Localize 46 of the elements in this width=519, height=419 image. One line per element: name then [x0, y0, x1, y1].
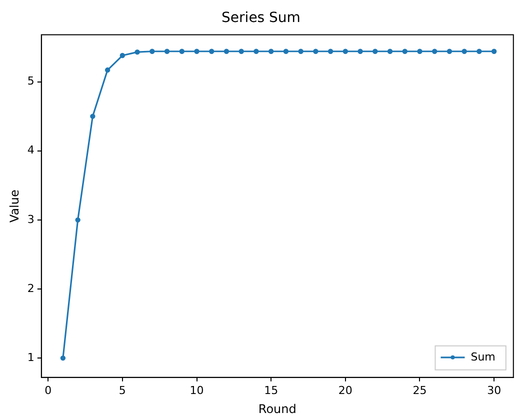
point [358, 48, 363, 54]
point [372, 48, 378, 54]
point [491, 48, 497, 54]
y-tick-label: 5 [27, 74, 34, 88]
y-tick-label: 4 [27, 144, 34, 157]
point [298, 48, 304, 54]
point [328, 48, 334, 54]
point [313, 48, 318, 54]
point [462, 48, 467, 54]
x-tick-label: 20 [338, 384, 352, 397]
point [417, 48, 422, 54]
x-tick-label: 30 [487, 384, 502, 397]
point [402, 48, 408, 54]
y-tick-label: 2 [27, 282, 34, 295]
point [164, 48, 170, 54]
point [134, 49, 140, 55]
point [104, 67, 110, 73]
x-tick-label: 10 [190, 384, 204, 397]
point [75, 217, 80, 223]
x-tick-label: 5 [118, 384, 126, 397]
y-tick-label: 3 [27, 212, 34, 226]
point [209, 48, 214, 54]
point [283, 48, 289, 54]
point [90, 114, 96, 119]
x-tick-label: 25 [412, 384, 427, 397]
point [120, 52, 126, 58]
point [150, 48, 155, 54]
x-tick-label: 15 [264, 384, 278, 397]
point [342, 48, 348, 54]
point [60, 355, 66, 361]
point [446, 48, 452, 54]
legend-label: Sum [470, 350, 496, 364]
y-tick-label: 1 [27, 350, 34, 364]
point [224, 48, 230, 54]
point [432, 48, 438, 54]
chart-title: Series Sum [222, 10, 300, 26]
x-tick-label: 0 [44, 384, 52, 397]
point [254, 48, 259, 54]
point [387, 48, 393, 54]
point [194, 48, 200, 54]
x-axis-title: Round [258, 402, 296, 416]
y-axis-title: Value [7, 190, 22, 223]
point [179, 48, 184, 54]
point [476, 48, 482, 54]
point [268, 48, 274, 54]
point [238, 48, 244, 54]
